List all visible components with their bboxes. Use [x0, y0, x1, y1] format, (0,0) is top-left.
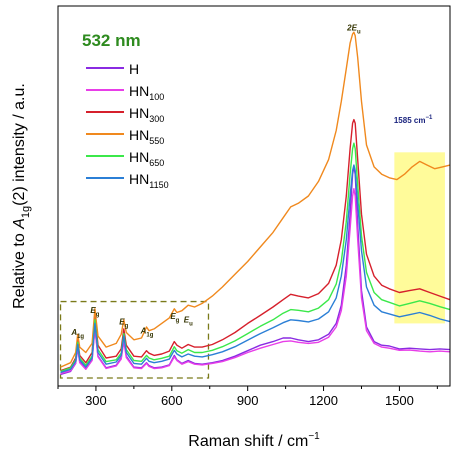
- x-tick-label: 300: [85, 393, 107, 408]
- legend-label: HN650: [129, 149, 164, 168]
- peak-label: Eg: [119, 317, 128, 329]
- legend-label-sub: 300: [149, 114, 164, 124]
- laser-wavelength-label: 532 nm: [82, 31, 141, 50]
- peak-label: 2Eu: [346, 23, 361, 35]
- y-axis-title-var: A: [11, 218, 28, 230]
- y-axis-title: Relative to A1g(2) intensity / a.u.: [11, 83, 32, 309]
- legend-label-main: HN: [129, 171, 149, 187]
- series-line-hn650: [60, 142, 451, 373]
- plot-frame: [57, 5, 451, 387]
- y-axis-title-pre: Relative to: [11, 229, 28, 309]
- y-axis-title-sub: 1g: [20, 206, 32, 218]
- legend-label: HN1150: [129, 171, 169, 190]
- legend-label: HN100: [129, 83, 164, 102]
- series-line-hn550: [60, 31, 451, 368]
- peak-label: Eu: [184, 316, 193, 328]
- legend-label-main: HN: [129, 127, 149, 143]
- peak-label-symbol: A: [70, 328, 77, 337]
- y-axis-title-post: (2) intensity / a.u.: [11, 83, 28, 206]
- legend-label: HN300: [129, 105, 164, 124]
- peak-label-symbol: A: [140, 327, 147, 336]
- legend-label-sub: 100: [149, 92, 164, 102]
- highlight-band-group: 1585 cm−1: [394, 115, 445, 324]
- peak-label-sub: 1g: [146, 333, 153, 339]
- peak-label-symbol: E: [90, 306, 96, 315]
- series-line-h: [60, 166, 451, 376]
- peak-label-symbol: E: [170, 312, 176, 321]
- legend-label-main: HN: [129, 149, 149, 165]
- zoom-box: [59, 300, 210, 379]
- x-tick-label: 1500: [385, 393, 414, 408]
- x-axis-title: Raman shift / cm−1: [188, 431, 320, 450]
- series-line-hn100: [60, 188, 451, 375]
- peak-label: Eg: [90, 306, 99, 318]
- peak-label-sub: g: [125, 323, 129, 329]
- legend-label-main: HN: [129, 83, 149, 99]
- legend-label-sub: 1150: [149, 180, 168, 190]
- peak-label-sub: g: [96, 312, 100, 318]
- x-tick-label: 900: [237, 393, 259, 408]
- legend-label-main: H: [129, 61, 139, 77]
- legend-label: HN550: [129, 127, 164, 146]
- series-layer: [60, 31, 451, 376]
- highlight-label: 1585 cm−1: [394, 115, 433, 125]
- peak-label-sub: 1g: [77, 334, 84, 340]
- x-axis-title-main: Raman shift / cm: [188, 433, 308, 450]
- highlight-band-1585: [394, 152, 445, 324]
- peak-label: A1g: [70, 328, 84, 340]
- legend-label-sub: 650: [149, 158, 164, 168]
- legend-label-main: HN: [129, 105, 149, 121]
- peak-label: A1g: [140, 327, 154, 339]
- x-tick-label: 1200: [309, 393, 338, 408]
- x-axis-ticks: 300 600 900 1200 1500: [57, 386, 438, 408]
- peak-label-symbol: E: [119, 317, 125, 326]
- peak-label-symbol: E: [184, 316, 190, 325]
- peak-label-sub: g: [176, 318, 180, 324]
- series-line-hn300: [60, 118, 451, 372]
- series-line-hn1150: [60, 164, 451, 374]
- peak-label: Eg: [170, 312, 179, 324]
- x-tick-label: 600: [161, 393, 183, 408]
- legend-label-sub: 550: [149, 136, 164, 146]
- legend-label: H: [129, 61, 139, 77]
- peak-label-sub: u: [189, 322, 193, 328]
- peak-label-symbol: 2E: [346, 23, 357, 32]
- peak-label-sub: u: [357, 29, 361, 35]
- x-axis-title-sup: −1: [308, 431, 320, 442]
